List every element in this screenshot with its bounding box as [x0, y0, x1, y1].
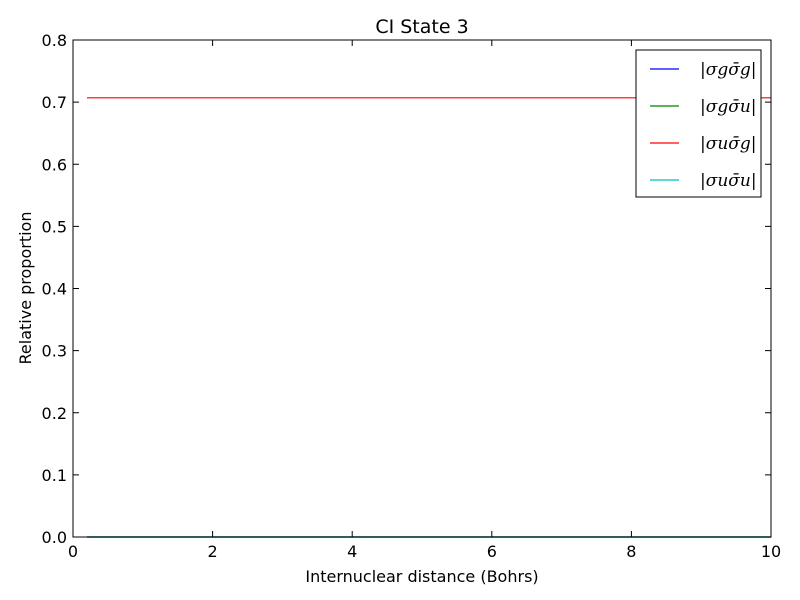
y-tick-label-5: 0.5 — [42, 217, 67, 236]
y-tick-label-4: 0.4 — [42, 280, 67, 299]
x-tick-label-4: 8 — [626, 542, 636, 561]
x-tick-label-5: 10 — [761, 542, 781, 561]
x-axis-label: Internuclear distance (Bohrs) — [305, 567, 538, 586]
legend-label-0: |σgσ̄g| — [700, 60, 756, 80]
chart-title: CI State 3 — [375, 16, 468, 38]
legend: |σgσ̄g| |σgσ̄u| |σuσ̄g| |σuσ̄u| — [635, 49, 762, 198]
y-tick-label-1: 0.1 — [42, 466, 67, 485]
y-tick-label-7: 0.7 — [42, 93, 67, 112]
x-tick-label-3: 6 — [487, 542, 497, 561]
y-axis-label: Relative proportion — [16, 212, 35, 365]
legend-label-3: |σuσ̄u| — [700, 171, 757, 191]
legend-label-2: |σuσ̄g| — [700, 134, 757, 154]
plot-frame — [72, 39, 772, 538]
y-tick-label-0: 0.0 — [42, 528, 67, 547]
x-tick-label-1: 2 — [208, 542, 218, 561]
legend-box — [635, 49, 762, 198]
y-tick-label-6: 0.6 — [42, 155, 67, 174]
y-tick-label-8: 0.8 — [42, 31, 67, 50]
legend-label-1: |σgσ̄u| — [700, 97, 757, 117]
x-tick-label-2: 4 — [347, 542, 357, 561]
y-tick-label-3: 0.3 — [42, 342, 67, 361]
y-tick-label-2: 0.2 — [42, 404, 67, 423]
x-tick-label-0: 0 — [68, 542, 78, 561]
